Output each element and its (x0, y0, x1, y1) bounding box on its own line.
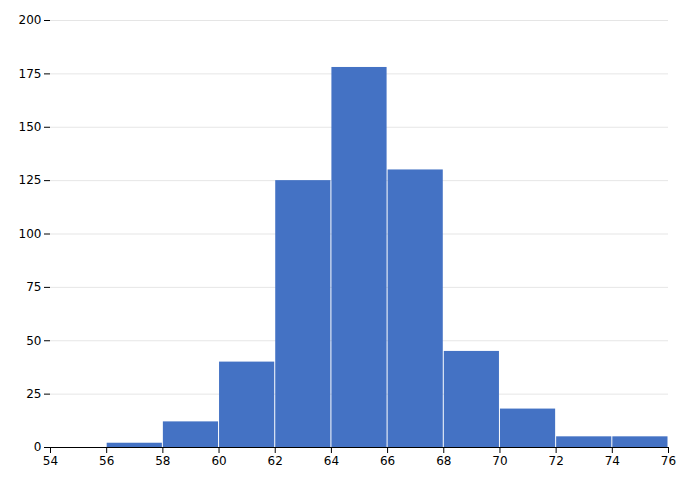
svg-text:25: 25 (26, 387, 41, 401)
svg-text:72: 72 (548, 454, 563, 468)
svg-text:58: 58 (155, 454, 170, 468)
svg-text:150: 150 (19, 120, 42, 134)
svg-text:100: 100 (19, 227, 42, 241)
svg-text:125: 125 (19, 173, 42, 187)
svg-text:60: 60 (211, 454, 226, 468)
svg-text:75: 75 (26, 280, 41, 294)
svg-text:62: 62 (268, 454, 283, 468)
svg-text:68: 68 (436, 454, 451, 468)
svg-text:66: 66 (380, 454, 395, 468)
svg-text:175: 175 (19, 67, 42, 81)
svg-text:54: 54 (43, 454, 58, 468)
svg-text:200: 200 (19, 13, 42, 27)
svg-text:64: 64 (324, 454, 339, 468)
svg-text:76: 76 (661, 454, 676, 468)
svg-text:50: 50 (26, 334, 41, 348)
svg-text:70: 70 (492, 454, 507, 468)
svg-text:0: 0 (34, 440, 42, 454)
svg-text:74: 74 (605, 454, 620, 468)
svg-text:56: 56 (99, 454, 114, 468)
